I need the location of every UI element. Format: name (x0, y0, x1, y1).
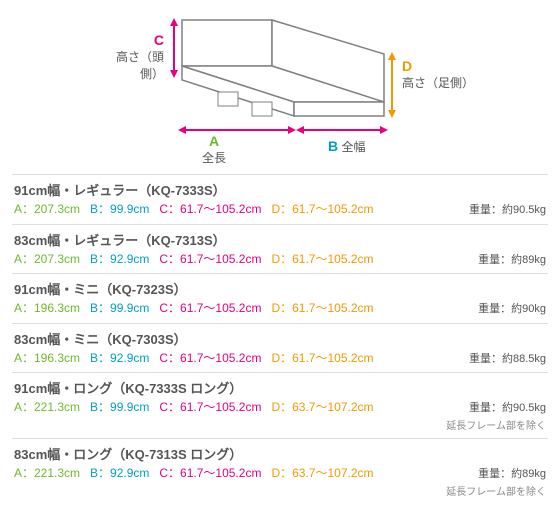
b-letter: B (328, 138, 338, 154)
a-letter: A (209, 133, 219, 149)
weight: 重量：約88.5kg (469, 352, 546, 366)
spec-dims: A：207.3cm B：99.9cm C：61.7～105.2cm D：61.7～10… (14, 202, 546, 218)
dim-c: C：61.7～105.2cm (159, 301, 261, 317)
spec-note: 延長フレーム部を除く (14, 417, 546, 432)
spec-dims: A：196.3cm B：99.9cm C：61.7～105.2cm D：61.7～10… (14, 301, 546, 317)
spec-title: 91cm幅・ミニ（KQ-7323S） (14, 279, 546, 298)
spec-note: 延長フレーム部を除く (14, 483, 546, 498)
spec-item: 91cm幅・ミニ（KQ-7323S） A：196.3cm B：99.9cm C：61.… (12, 273, 548, 323)
dim-c: C：61.7～105.2cm (159, 466, 261, 482)
spec-title: 83cm幅・ミニ（KQ-7303S） (14, 329, 546, 348)
spec-dims: A：221.3cm B：99.9cm C：61.7～105.2cm D：63.7～10… (14, 400, 546, 416)
label-c: C 高さ（頭側） (112, 32, 164, 82)
dim-d: D：63.7～107.2cm (271, 466, 373, 482)
spec-title: 91cm幅・レギュラー（KQ-7333S） (14, 180, 546, 199)
spec-item: 91cm幅・レギュラー（KQ-7333S） A：207.3cm B：99.9cm C：… (12, 174, 548, 224)
dim-a: A：196.3cm (14, 351, 80, 367)
d-text: 高さ（足側） (402, 76, 474, 90)
spec-dims: A：207.3cm B：92.9cm C：61.7～105.2cm D：61.7～10… (14, 252, 546, 268)
spec-title: 83cm幅・レギュラー（KQ-7313S） (14, 230, 546, 249)
dim-b: B：99.9cm (90, 400, 149, 416)
spec-title: 91cm幅・ロング（KQ-7333S ロング） (14, 378, 546, 397)
dim-d: D：61.7～105.2cm (271, 351, 373, 367)
c-text: 高さ（頭側） (116, 50, 164, 81)
weight: 重量：約90.5kg (469, 203, 546, 217)
dim-a: A：207.3cm (14, 252, 80, 268)
dim-a: A：221.3cm (14, 466, 80, 482)
c-letter: C (154, 32, 164, 48)
dim-b: B：92.9cm (90, 252, 149, 268)
dim-d: D：61.7～105.2cm (271, 301, 373, 317)
dim-c: C：61.7～105.2cm (159, 351, 261, 367)
dim-a: A：207.3cm (14, 202, 80, 218)
spec-item: 83cm幅・ロング（KQ-7313S ロング） A：221.3cm B：92.9cm… (12, 438, 548, 504)
weight: 重量：約89kg (478, 467, 546, 481)
dim-a: A：221.3cm (14, 400, 80, 416)
dim-b: B：99.9cm (90, 202, 149, 218)
label-a: A 全長 (202, 133, 226, 166)
dim-b: B：92.9cm (90, 351, 149, 367)
dim-a: A：196.3cm (14, 301, 80, 317)
spec-list: 91cm幅・レギュラー（KQ-7333S） A：207.3cm B：99.9cm C：… (12, 174, 548, 504)
spec-item: 83cm幅・ミニ（KQ-7303S） A：196.3cm B：92.9cm C：61.… (12, 323, 548, 373)
bed-diagram-area: C 高さ（頭側） D 高さ（足側） A 全長 B 全幅 (12, 8, 548, 168)
a-text: 全長 (202, 151, 226, 165)
spec-title: 83cm幅・ロング（KQ-7313S ロング） (14, 444, 546, 463)
weight: 重量：約89kg (478, 253, 546, 267)
dim-b: B：92.9cm (90, 466, 149, 482)
dim-c: C：61.7～105.2cm (159, 400, 261, 416)
spec-item: 83cm幅・レギュラー（KQ-7313S） A：207.3cm B：92.9cm C：… (12, 224, 548, 274)
dim-d: D：61.7～105.2cm (271, 252, 373, 268)
dim-d: D：63.7～107.2cm (271, 400, 373, 416)
dim-c: C：61.7～105.2cm (159, 202, 261, 218)
b-text: 全幅 (341, 140, 365, 154)
dim-d: D：61.7～105.2cm (271, 202, 373, 218)
spec-dims: A：221.3cm B：92.9cm C：61.7～105.2cm D：63.7～10… (14, 466, 546, 482)
weight: 重量：約90.5kg (469, 401, 546, 415)
label-b: B 全幅 (328, 138, 365, 155)
label-d: D 高さ（足側） (402, 58, 474, 91)
dim-c: C：61.7～105.2cm (159, 252, 261, 268)
d-letter: D (402, 58, 412, 74)
spec-item: 91cm幅・ロング（KQ-7333S ロング） A：221.3cm B：99.9cm… (12, 372, 548, 438)
bed-diagram-svg (152, 12, 412, 162)
weight: 重量：約90kg (478, 302, 546, 316)
spec-dims: A：196.3cm B：92.9cm C：61.7～105.2cm D：61.7～10… (14, 351, 546, 367)
dim-b: B：99.9cm (90, 301, 149, 317)
